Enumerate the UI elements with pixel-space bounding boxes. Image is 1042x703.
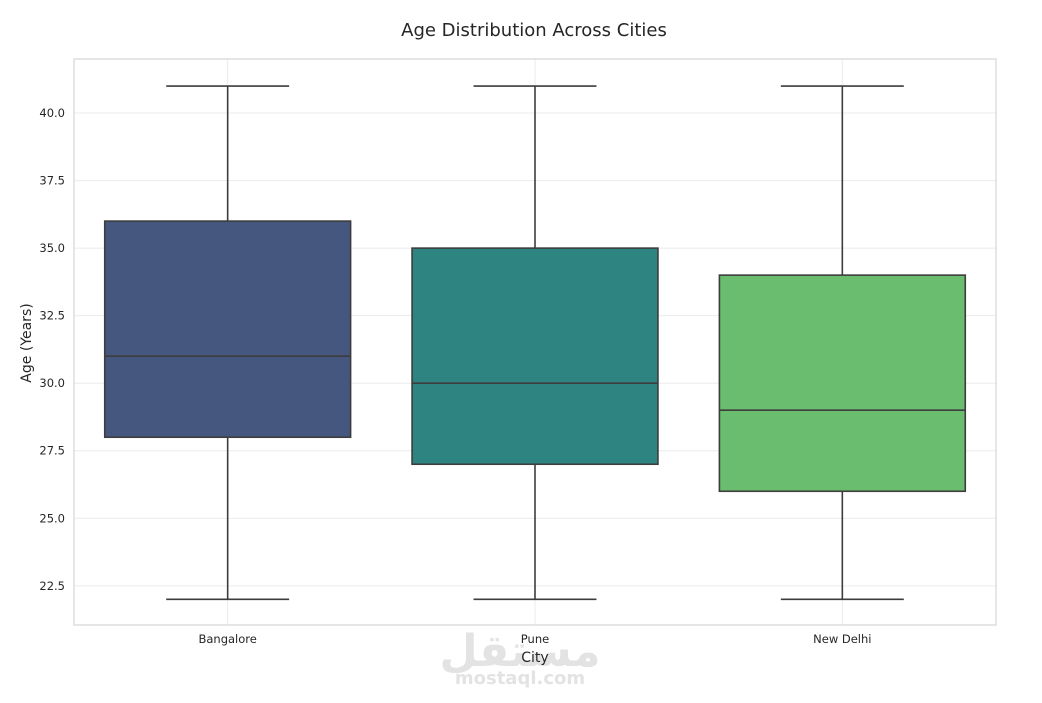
y-tick-label: 25.0	[39, 511, 65, 525]
watermark-latin-text: mostaql.com	[455, 668, 585, 689]
y-axis-label: Age (Years)	[19, 303, 35, 382]
box-bangalore	[103, 85, 352, 601]
x-axis-label: City	[521, 650, 548, 666]
boxes	[103, 85, 967, 601]
plot-frame	[73, 58, 997, 626]
x-tick-label: Bangalore	[198, 632, 256, 646]
y-tick-label: 27.5	[39, 444, 65, 458]
watermark-arabic-text: مستقل	[440, 626, 601, 677]
x-tick-label: New Delhi	[813, 632, 871, 646]
y-tick-labels: 22.5 25.0 27.5 30.0 32.5 35.0 37.5 40.0	[39, 106, 65, 593]
iqr-box	[718, 274, 967, 493]
y-tick-label: 40.0	[39, 106, 65, 120]
iqr-box	[103, 220, 352, 439]
y-tick-label: 35.0	[39, 241, 65, 255]
y-tick-label: 37.5	[39, 174, 65, 188]
iqr-box	[411, 247, 659, 466]
y-tick-label: 22.5	[39, 579, 65, 593]
y-tick-label: 32.5	[39, 309, 65, 323]
box-pune	[411, 85, 659, 601]
x-tick-labels: Bangalore Pune New Delhi	[198, 632, 871, 646]
watermark: مستقل mostaql.com	[440, 626, 601, 689]
y-tick-label: 30.0	[39, 376, 65, 390]
box-new-delhi	[718, 85, 967, 601]
chart-title: Age Distribution Across Cities	[401, 20, 667, 41]
x-tick-label: Pune	[521, 632, 549, 646]
